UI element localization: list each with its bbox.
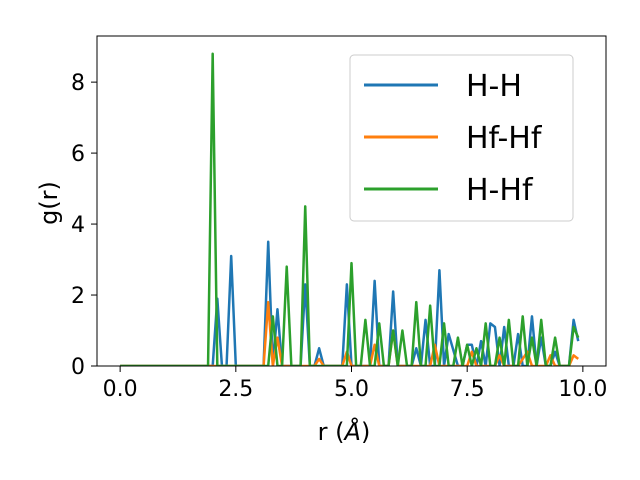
legend: H-H Hf-Hf H-Hf <box>349 54 574 222</box>
x-tick-label: 0.0 <box>103 377 138 402</box>
series-line-hf-hf <box>120 300 580 366</box>
x-tick-label: 2.5 <box>218 377 253 402</box>
x-tick-label: 5.0 <box>334 377 369 402</box>
legend-label-hf-hf: Hf-Hf <box>466 121 543 156</box>
y-tick-label: 0 <box>71 355 85 380</box>
x-tick-label: 7.5 <box>450 377 485 402</box>
x-tick-label: 10.0 <box>558 377 607 402</box>
legend-label-h-h: H-H <box>466 69 522 104</box>
y-tick-label: 4 <box>71 213 85 238</box>
y-tick-label: 2 <box>71 284 85 309</box>
series-layer <box>120 52 580 366</box>
y-axis-label: g(r) <box>35 181 63 225</box>
legend-frame <box>349 54 574 222</box>
legend-label-h-hf: H-Hf <box>466 173 534 208</box>
y-tick-label: 8 <box>71 71 85 96</box>
y-tick-label: 6 <box>71 142 85 167</box>
x-axis-label: r (Å) <box>318 417 371 446</box>
y-axis: 0 2 4 6 8 <box>71 71 97 380</box>
x-axis: 0.0 2.5 5.0 7.5 10.0 <box>103 366 607 402</box>
